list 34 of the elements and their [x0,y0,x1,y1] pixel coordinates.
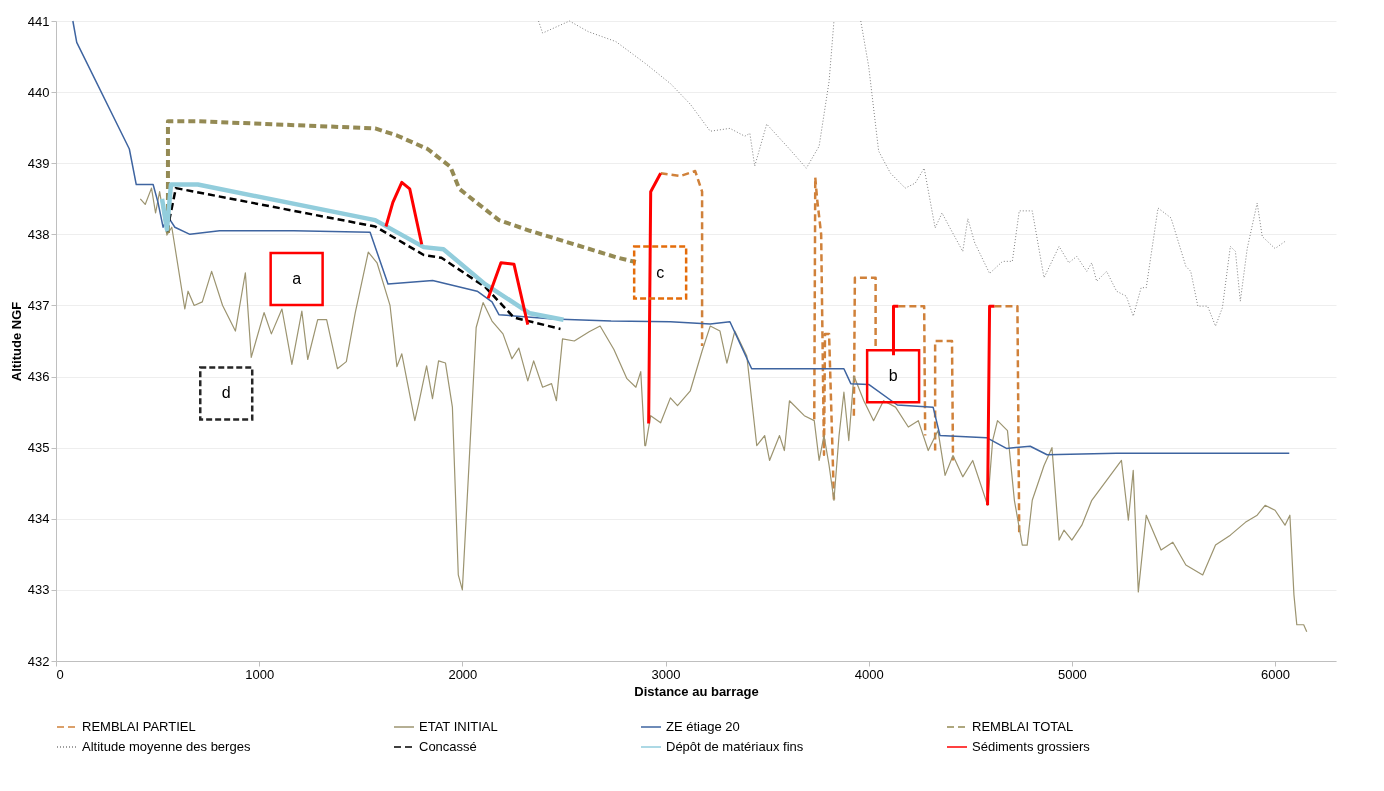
legend-label: REMBLAI PARTIEL [82,719,196,734]
legend-label: Sédiments grossiers [972,739,1091,754]
legend-label: Concassé [419,739,477,754]
line-series [139,187,1308,633]
x-tick-label: 1000 [245,666,275,682]
legend-label: REMBLAI TOTAL [972,719,1074,734]
x-tick-label: 6000 [1261,666,1291,682]
annotation: d [221,384,231,402]
legend-label: ETAT INITIAL [419,719,498,734]
y-tick-label: 440 [27,84,50,100]
x-tick-label: 0 [56,666,64,682]
y-axis-title: Altitude NGF [8,301,24,382]
x-tick-label: 4000 [854,666,884,682]
y-tick-label: 432 [27,653,50,669]
y-tick-label: 439 [27,155,50,171]
annotation: a [292,269,302,287]
y-tick-label: 437 [27,297,50,313]
x-tick-label: 5000 [1057,666,1087,682]
line-series [72,20,1291,456]
line-series [165,119,638,265]
x-axis-title: Distance au barrage [634,683,759,699]
legend-label: Altitude moyenne des berges [82,739,251,754]
y-tick-label: 434 [27,511,50,527]
y-tick-label: 441 [27,13,50,29]
x-tick-label: 3000 [651,666,681,682]
x-tick-label: 2000 [448,666,478,682]
y-tick-label: 433 [27,582,50,598]
annotation: b [888,367,898,385]
y-tick-label: 438 [27,226,50,242]
y-tick-label: 435 [27,440,50,456]
y-tick-label: 436 [27,369,50,385]
legend-label: Dépôt de matériaux fins [666,739,804,754]
annotation: c [656,263,665,281]
legend-label: ZE étiage 20 [666,719,740,734]
